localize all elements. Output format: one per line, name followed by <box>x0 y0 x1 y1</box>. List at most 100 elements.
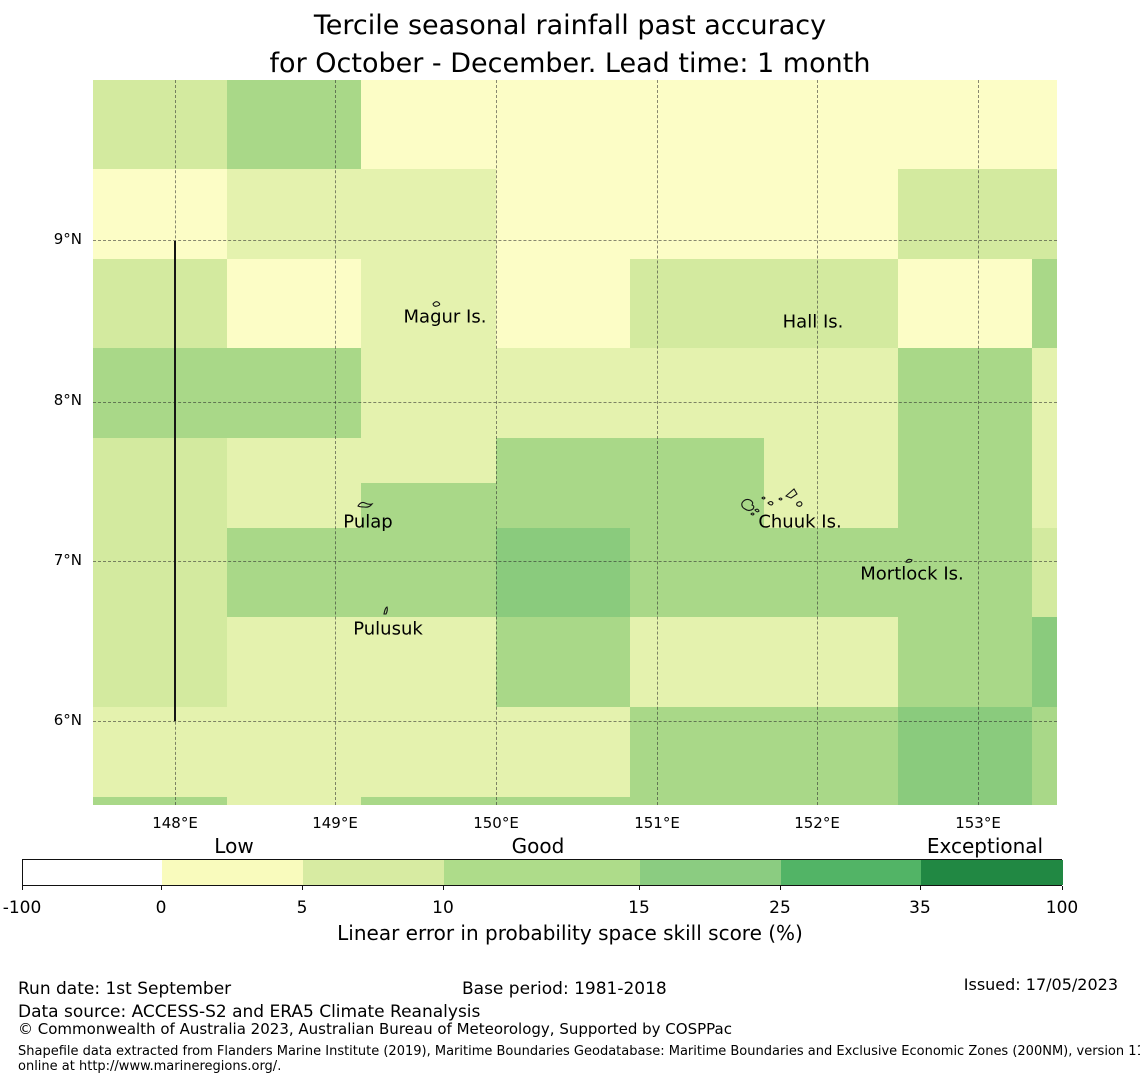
lon-tick-label: 148°E <box>152 814 198 832</box>
map-cell-patch <box>361 483 496 528</box>
eez-boundary-line <box>174 241 176 721</box>
map-cell <box>93 80 227 169</box>
map-cell <box>898 438 1032 528</box>
map-cell <box>764 707 898 797</box>
island-label: Chuuk Is. <box>758 511 842 533</box>
map-cell <box>630 707 764 797</box>
figure-title-line2: for October - December. Lead time: 1 mon… <box>269 48 871 79</box>
colorbar-tick-label: -100 <box>2 898 42 918</box>
map-cell <box>898 259 1032 348</box>
colorbar-tick <box>161 886 162 890</box>
map-cell <box>630 169 764 259</box>
map-cell <box>361 259 496 348</box>
map-cell <box>630 348 764 438</box>
map-cell <box>227 438 361 528</box>
graticule-parallel <box>93 402 1057 403</box>
map-cell <box>227 80 361 169</box>
lon-tick-label: 150°E <box>473 814 519 832</box>
footer-shapefile-line1: Shapefile data extracted from Flanders M… <box>18 1044 1140 1059</box>
island-label: Magur Is. <box>403 306 487 328</box>
colorbar-axis-label: Linear error in probability space skill … <box>337 921 803 945</box>
lon-tick-label: 152°E <box>794 814 840 832</box>
map-cell <box>227 617 361 707</box>
lon-tick-label: 153°E <box>955 814 1001 832</box>
map-cell <box>361 707 496 797</box>
colorbar-tick-label: 10 <box>432 898 454 918</box>
map-cell <box>1032 438 1057 528</box>
map-cell <box>227 169 361 259</box>
colorbar-segment <box>444 860 640 885</box>
map-cell <box>1032 528 1057 617</box>
graticule-parallel <box>93 561 1057 562</box>
lat-tick-label: 8°N <box>53 391 82 409</box>
map-cell <box>764 528 898 617</box>
map-cell <box>630 617 764 707</box>
footer-base-period: Base period: 1981-2018 <box>462 979 667 999</box>
lat-tick-label: 7°N <box>53 551 82 569</box>
map-cell <box>93 438 227 528</box>
map-cell <box>93 169 227 259</box>
map-cell <box>1032 169 1057 259</box>
figure-title-line1: Tercile seasonal rainfall past accuracy <box>313 10 827 41</box>
map-cell <box>630 528 764 617</box>
graticule-meridian <box>496 80 497 805</box>
map-cell <box>630 797 764 805</box>
map-cell <box>764 438 898 528</box>
map-cell <box>764 169 898 259</box>
map-cell <box>496 438 630 528</box>
colorbar-tick <box>22 886 23 890</box>
map-cell <box>227 348 361 438</box>
map-cell <box>496 348 630 438</box>
map-cell <box>496 797 630 805</box>
map-cell <box>93 259 227 348</box>
colorbar-segment <box>921 860 1063 885</box>
graticule-meridian <box>657 80 658 805</box>
map-cell <box>496 259 630 348</box>
graticule-parallel <box>93 240 1057 241</box>
colorbar-tick <box>1062 886 1063 890</box>
colorbar-tick <box>639 886 640 890</box>
colorbar-segment <box>162 860 303 885</box>
map-cell <box>1032 348 1057 438</box>
map-cell <box>1032 617 1057 707</box>
map-cell <box>630 438 764 528</box>
map-cell <box>764 797 898 805</box>
colorbar-tick-label: 100 <box>1045 898 1079 918</box>
colorbar-tick-label: 0 <box>155 898 167 918</box>
map-cell <box>898 528 1032 617</box>
colorbar-band-label: Exceptional <box>926 834 1044 858</box>
map-cell <box>898 797 1032 805</box>
map-cell <box>496 707 630 797</box>
map-cell <box>764 80 898 169</box>
island-label: Mortlock Is. <box>860 563 964 585</box>
colorbar-tick <box>302 886 303 890</box>
colorbar-band-label: Good <box>511 834 565 858</box>
map-cell <box>496 528 630 617</box>
map-cell <box>361 528 496 617</box>
map-cell <box>764 259 898 348</box>
footer-copyright: © Commonwealth of Australia 2023, Austra… <box>18 1020 732 1038</box>
map-cell <box>93 528 227 617</box>
colorbar-tick-label: 15 <box>628 898 650 918</box>
map-cell <box>496 617 630 707</box>
map-cell <box>93 617 227 707</box>
colorbar-band-label: Low <box>214 834 254 858</box>
map-cell <box>227 528 361 617</box>
footer-issued: Issued: 17/05/2023 <box>963 975 1118 994</box>
footer-run-date: Run date: 1st September <box>18 979 232 999</box>
colorbar-tick <box>443 886 444 890</box>
map-cell <box>361 80 496 169</box>
colorbar-segment <box>23 860 162 885</box>
lat-tick-label: 9°N <box>53 230 82 248</box>
map-cell <box>1032 259 1057 348</box>
colorbar-segment <box>640 860 781 885</box>
map-cell <box>93 348 227 438</box>
map-cell <box>1032 707 1057 797</box>
graticule-meridian <box>335 80 336 805</box>
graticule-parallel <box>93 721 1057 722</box>
map-cell <box>1032 797 1057 805</box>
graticule-meridian <box>978 80 979 805</box>
lat-tick-label: 6°N <box>53 711 82 729</box>
colorbar-segment <box>781 860 921 885</box>
colorbar-tick <box>780 886 781 890</box>
